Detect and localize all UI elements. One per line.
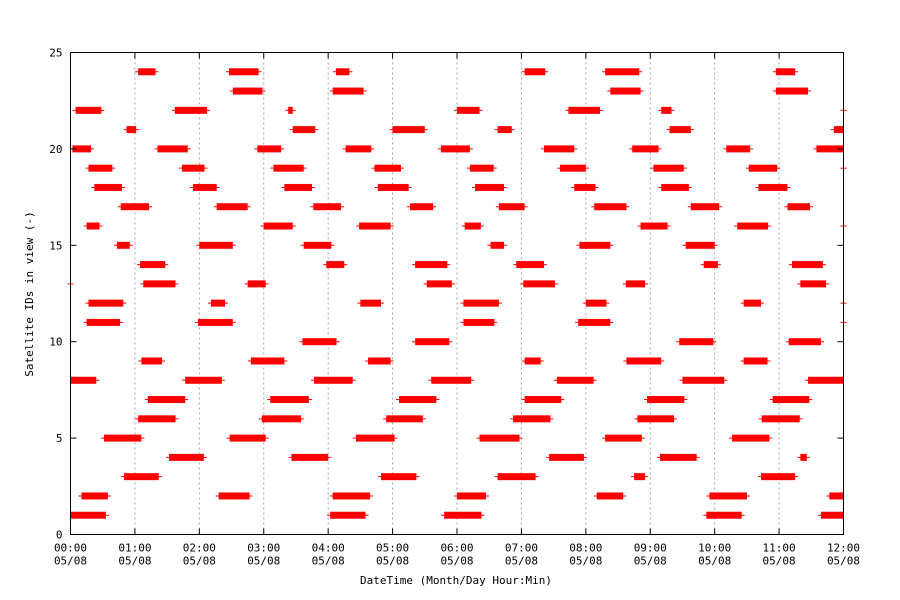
x-tick-label-date: 05/08 (440, 555, 473, 568)
y-tick-label: 15 (49, 239, 62, 252)
x-tick-label-time: 06:00 (440, 542, 473, 555)
x-tick-label-date: 05/08 (183, 555, 216, 568)
x-tick-label-time: 01:00 (118, 542, 151, 555)
x-tick-label-time: 00:00 (54, 542, 87, 555)
x-tick-label-date: 05/08 (54, 555, 87, 568)
x-tick-label-date: 05/08 (247, 555, 280, 568)
x-axis-title: DateTime (Month/Day Hour:Min) (360, 574, 552, 587)
y-axis-title: Satellite IDs in view (-) (23, 211, 36, 377)
x-tick-label-time: 02:00 (183, 542, 216, 555)
x-tick-label-date: 05/08 (505, 555, 538, 568)
x-axis-ticks: 00:0005/0801:0005/0802:0005/0803:0005/08… (54, 52, 860, 568)
x-tick-label-date: 05/08 (376, 555, 409, 568)
x-tick-label-time: 03:00 (247, 542, 280, 555)
y-tick-label: 0 (56, 529, 63, 542)
y-axis-ticks: 0 5 10 15 20 25 (49, 47, 844, 542)
y-tick-label: 25 (49, 47, 62, 60)
x-tick-label-time: 11:00 (763, 542, 796, 555)
x-tick-label-date: 05/08 (312, 555, 345, 568)
x-tick-label-date: 05/08 (634, 555, 667, 568)
x-tick-label-time: 10:00 (698, 542, 731, 555)
x-tick-label-date: 05/08 (763, 555, 796, 568)
visibility-intervals (67, 68, 847, 519)
x-tick-label-date: 05/08 (698, 555, 731, 568)
x-tick-label-time: 07:00 (505, 542, 538, 555)
x-tick-label-date: 05/08 (569, 555, 602, 568)
x-tick-label-time: 04:00 (312, 542, 345, 555)
x-tick-label-time: 08:00 (569, 542, 602, 555)
y-tick-label: 10 (49, 336, 62, 349)
x-gridlines (134, 52, 780, 535)
y-tick-label: 5 (56, 432, 63, 445)
x-tick-label-time: 12:00 (827, 542, 860, 555)
x-tick-label-time: 09:00 (634, 542, 667, 555)
x-tick-label-time: 05:00 (376, 542, 409, 555)
y-tick-label: 20 (49, 143, 62, 156)
x-tick-label-date: 05/08 (118, 555, 151, 568)
x-tick-label-date: 05/08 (827, 555, 860, 568)
